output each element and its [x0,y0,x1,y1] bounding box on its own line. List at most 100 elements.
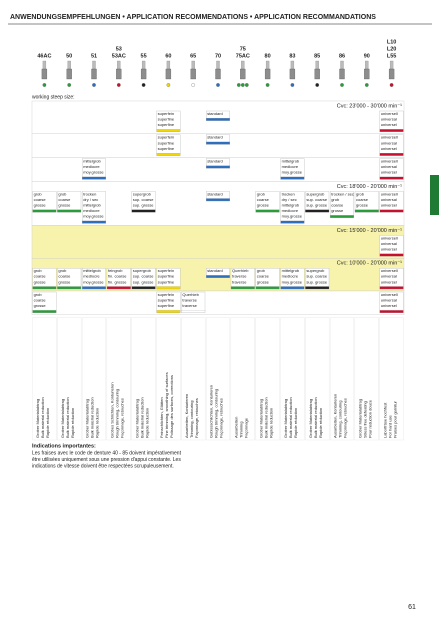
cell-text: standard [207,268,223,273]
column-code: 65 [190,53,196,59]
tool-head [314,68,320,80]
tool-head [66,68,72,80]
column-description: Feinschlichten, Glätten [159,397,164,438]
cell-text: supergrob [306,268,325,273]
cell-text: moy.grosse [282,170,303,175]
column-code: 75 [240,46,246,52]
speed-label: Cvc: 23'000 - 30'000 min⁻¹ [337,103,402,109]
cell-text: mittelgrob [282,158,300,163]
tool-shank [166,60,171,70]
tool-head [116,68,122,80]
tool-shank [67,60,71,70]
cell-text: superfein [158,135,174,140]
cell-text: grob [356,191,365,196]
tool-shank [389,60,394,70]
cell-color-bar [305,286,330,290]
cell-color-bar [379,310,404,313]
cell-text: supergrob [133,191,152,196]
cell-text: moy.grosse [83,170,104,175]
indications-text: être utilisées uniquement sous une press… [32,457,181,463]
tool-shank [216,60,220,70]
column-description: Façonnage [243,417,248,438]
column-code: 85 [314,53,320,59]
indications-title: Indications importantes: [32,443,96,449]
tool-head [240,68,246,80]
cell-color-bar [82,176,106,180]
desc-box [156,317,181,441]
section-band [31,290,405,315]
cell-color-bar [305,209,330,213]
column-description: Rapide réduction [268,408,273,438]
cell-text: mediocre [83,208,100,213]
cell-text: universell [381,268,398,273]
cell-color-bar [131,286,156,290]
color-dot [236,83,241,87]
column-description: Polissage des surfaces, corrections [169,375,174,438]
cell-color-bar [206,141,230,145]
speed-label: Cvc: 15'000 - 20'000 min⁻¹ [337,228,402,234]
cell-text: sup. grosse [133,279,154,284]
column-description: Grober Materialabtrag [35,399,40,438]
cell-text: feingrob [108,268,123,273]
cell-text: traverse [182,303,197,308]
cell-text: standard [207,135,223,140]
cell-text: superfine [158,116,175,121]
cell-color-bar [82,220,106,224]
cell-color-bar [255,286,280,290]
cell-color-bar [280,220,305,224]
cell-text: grosse [356,202,369,207]
column-description: Bulk material reduction [40,397,45,438]
column-code: 70 [215,53,221,59]
cell-text: universell [381,191,398,196]
tool-shank [265,60,270,70]
cell-text: sup. grosse [306,202,327,207]
cell-text: superfine [158,140,175,145]
column-code: 50 [66,53,72,59]
column-description: Grober Materialabtrag [258,399,263,438]
tool-head [41,68,48,80]
cell-text: trocken / sec [331,191,354,196]
color-dot [191,83,196,87]
cell-text: universel [381,122,397,127]
cell-text: traverse [232,279,247,284]
desc-box [32,317,57,441]
column-description: Ausarbeiten, Konturieren [333,394,338,438]
cell-text: traverse [182,297,197,302]
column-code: 53 [116,46,122,52]
cell-text: universel [381,146,397,151]
cell-text: universel [381,170,397,175]
desc-box [230,317,255,441]
cell-text: mittelgrob [282,202,300,207]
color-dot [216,83,220,87]
column-description: Grobes Schlichten, Konturieren [109,382,114,438]
column-code: 75AC [236,53,250,59]
cell-text: superfein [158,268,174,273]
column-description: Trimming [238,421,243,438]
cell-text: dry / sec [282,197,297,202]
color-dot [244,83,249,87]
cell-text: sup. coarse [133,274,154,279]
column-description: Stress free defeating [362,401,367,438]
cell-text: coarse [34,297,47,302]
desc-box [255,317,280,441]
tool-head [388,68,395,80]
desc-box [131,317,156,441]
desc-box [354,317,379,441]
column-description: Rapide réduction [45,408,50,438]
tool-shank [340,60,344,70]
cell-text: universal [381,116,397,121]
tool-head [264,68,271,80]
tool-shank [191,60,195,70]
cell-text: trocken [282,191,295,196]
cell-text: sup. grosse [133,202,154,207]
cell-text: mediocre [282,164,299,169]
color-dot [141,83,146,87]
cell-color-bar [280,286,305,290]
column-code: 90 [364,53,370,59]
tool-shank [141,60,146,70]
cell-text: superfine [158,146,175,151]
column-code: 86 [339,53,345,59]
cell-text: universell [381,111,398,116]
column-description: Rough trimming, contouring [114,389,119,438]
cell-text: grob [34,268,43,273]
